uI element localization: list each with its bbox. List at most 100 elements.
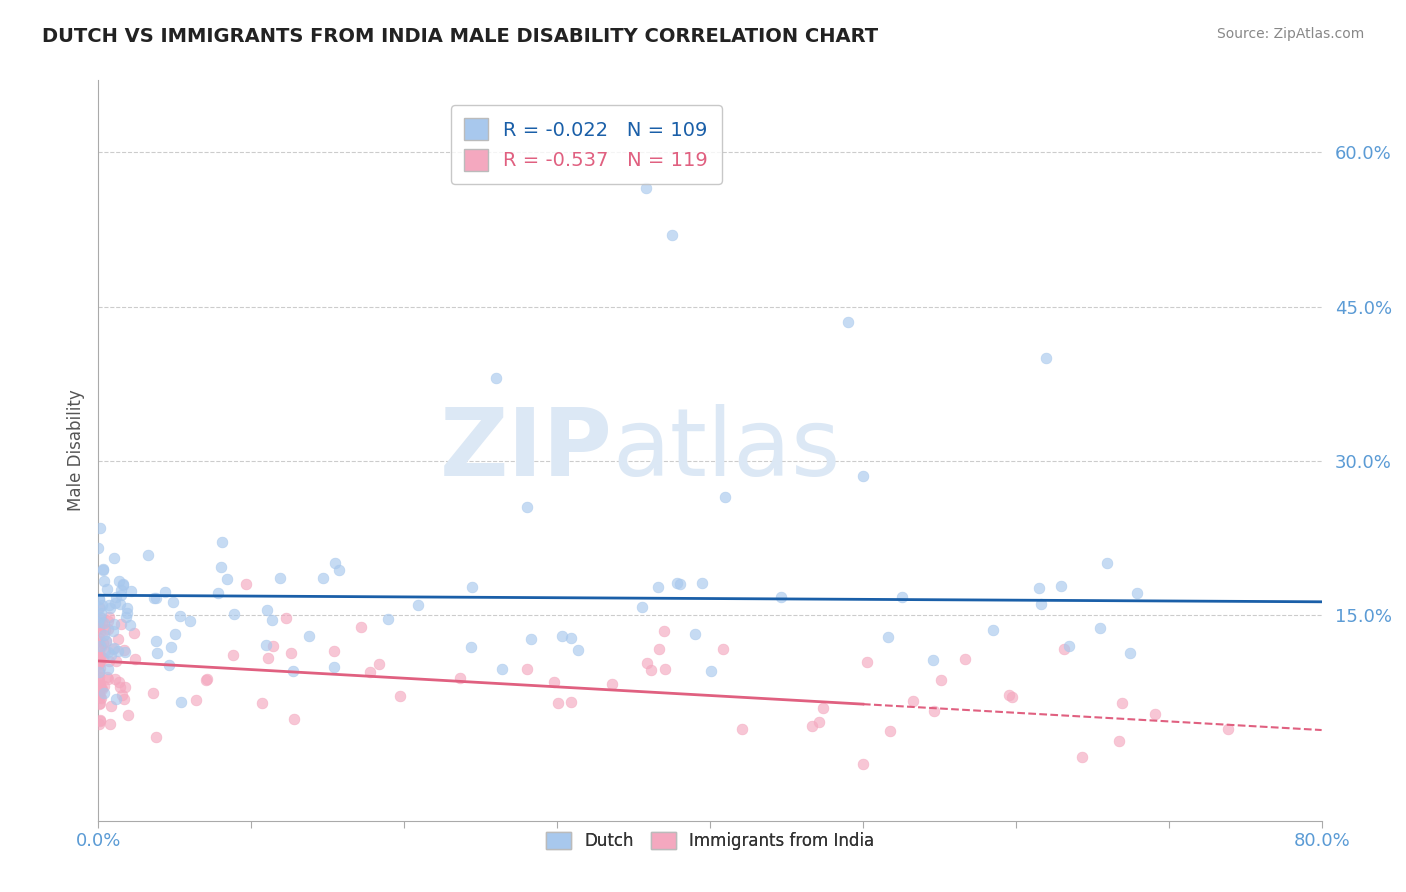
- Text: atlas: atlas: [612, 404, 841, 497]
- Point: [87, 631, 110, 645]
- Point: [560, 632, 582, 646]
- Point: [142, 686, 165, 700]
- Point: [1144, 707, 1167, 722]
- Point: [91, 651, 114, 665]
- Point: [87, 591, 110, 606]
- Point: [491, 662, 513, 676]
- Point: [89, 609, 111, 624]
- Point: [110, 582, 132, 597]
- Point: [114, 680, 136, 694]
- Point: [1053, 642, 1076, 657]
- Point: [146, 646, 169, 660]
- Point: [460, 580, 482, 594]
- Point: [157, 658, 180, 673]
- Point: [93, 685, 115, 699]
- Point: [269, 571, 291, 585]
- Point: [260, 613, 283, 627]
- Point: [111, 576, 134, 591]
- Point: [112, 643, 135, 657]
- Point: [103, 624, 125, 638]
- Point: [89, 655, 111, 669]
- Point: [94, 633, 117, 648]
- Point: [322, 644, 344, 658]
- Point: [520, 632, 543, 646]
- Point: [250, 696, 273, 710]
- Point: [103, 551, 125, 566]
- Point: [91, 615, 114, 630]
- Point: [890, 590, 912, 604]
- Point: [690, 575, 713, 590]
- Point: [89, 521, 111, 535]
- Point: [567, 643, 589, 657]
- Point: [184, 693, 207, 707]
- Point: [112, 691, 135, 706]
- Point: [516, 662, 538, 676]
- Point: [1126, 586, 1149, 600]
- Point: [998, 688, 1021, 702]
- Point: [110, 597, 132, 611]
- Point: [97, 654, 120, 668]
- Point: [685, 627, 707, 641]
- Point: [1035, 351, 1057, 365]
- Point: [852, 757, 875, 772]
- Text: ZIP: ZIP: [439, 404, 612, 497]
- Point: [145, 591, 167, 606]
- Point: [1108, 734, 1130, 748]
- Point: [165, 627, 187, 641]
- Point: [389, 689, 412, 703]
- Point: [103, 640, 125, 655]
- Point: [97, 672, 120, 686]
- Point: [104, 672, 127, 686]
- Point: [104, 590, 127, 604]
- Point: [87, 665, 110, 680]
- Point: [322, 660, 344, 674]
- Point: [96, 670, 118, 684]
- Point: [87, 697, 110, 711]
- Point: [100, 699, 122, 714]
- Point: [107, 632, 129, 646]
- Point: [87, 675, 110, 690]
- Point: [110, 680, 132, 694]
- Point: [143, 591, 166, 605]
- Point: [837, 315, 859, 329]
- Point: [97, 615, 120, 629]
- Point: [87, 656, 110, 670]
- Point: [1031, 597, 1053, 611]
- Point: [93, 679, 115, 693]
- Point: [96, 582, 118, 596]
- Point: [87, 688, 110, 702]
- Point: [87, 541, 110, 555]
- Point: [170, 695, 193, 709]
- Point: [115, 601, 138, 615]
- Point: [879, 724, 901, 739]
- Point: [91, 563, 114, 577]
- Point: [110, 617, 132, 632]
- Point: [516, 500, 538, 514]
- Point: [1088, 621, 1111, 635]
- Point: [408, 598, 430, 612]
- Point: [90, 606, 112, 620]
- Point: [1001, 690, 1024, 704]
- Point: [124, 652, 146, 666]
- Point: [87, 615, 110, 629]
- Point: [661, 227, 683, 242]
- Point: [97, 622, 120, 636]
- Point: [107, 643, 129, 657]
- Point: [195, 673, 218, 688]
- Point: [377, 612, 399, 626]
- Point: [91, 636, 114, 650]
- Y-axis label: Male Disability: Male Disability: [66, 390, 84, 511]
- Point: [89, 684, 111, 698]
- Point: [87, 665, 110, 679]
- Point: [155, 584, 177, 599]
- Point: [560, 695, 582, 709]
- Point: [929, 673, 952, 687]
- Point: [87, 648, 110, 662]
- Point: [90, 611, 112, 625]
- Point: [323, 556, 346, 570]
- Point: [922, 653, 945, 667]
- Point: [93, 616, 115, 631]
- Legend: Dutch, Immigrants from India: Dutch, Immigrants from India: [540, 825, 880, 856]
- Text: DUTCH VS IMMIGRANTS FROM INDIA MALE DISABILITY CORRELATION CHART: DUTCH VS IMMIGRANTS FROM INDIA MALE DISA…: [42, 27, 879, 45]
- Point: [328, 562, 350, 576]
